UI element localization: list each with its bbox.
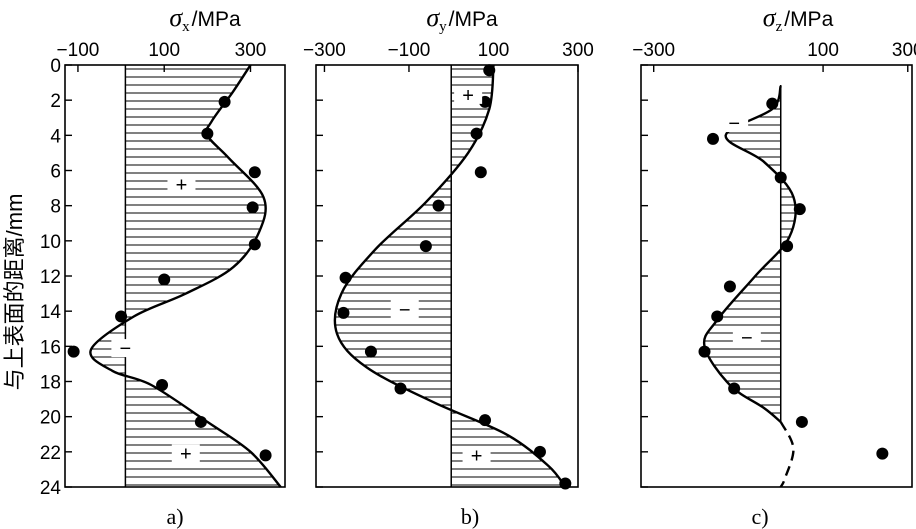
measured-point bbox=[337, 306, 350, 319]
measured-point bbox=[723, 280, 736, 293]
y-tick-label: 18 bbox=[40, 373, 61, 394]
measured-point bbox=[246, 201, 259, 214]
hatched-stress-area bbox=[704, 92, 796, 422]
measured-point bbox=[706, 132, 719, 145]
sign-label: − bbox=[399, 299, 411, 321]
x-tick-label: −100 bbox=[57, 40, 100, 61]
panel-label: c) bbox=[751, 504, 768, 529]
measured-point bbox=[474, 166, 487, 179]
measured-point bbox=[158, 273, 171, 286]
measured-point bbox=[394, 382, 407, 395]
panel-2: −300 −100 100 300 + − + σy/MPa b) bbox=[303, 3, 594, 529]
measured-point bbox=[533, 445, 546, 458]
y-axis-label: 与上表面的距离/mm bbox=[2, 194, 27, 391]
measured-point bbox=[115, 310, 128, 323]
measured-point bbox=[201, 127, 214, 140]
measured-point bbox=[728, 382, 741, 395]
measured-point bbox=[248, 238, 261, 251]
measured-point bbox=[559, 477, 572, 490]
panel-label: a) bbox=[166, 504, 183, 529]
sign-label-background bbox=[167, 175, 196, 194]
sign-label: + bbox=[176, 175, 188, 197]
panel-title: σx/MPa bbox=[169, 3, 241, 35]
measured-point bbox=[67, 345, 80, 358]
y-tick-label: 2 bbox=[50, 91, 61, 112]
x-tick-label: −100 bbox=[388, 40, 431, 61]
y-tick-label: 24 bbox=[40, 478, 62, 499]
plot-frame bbox=[640, 64, 913, 488]
fit-curve-dashed bbox=[779, 421, 795, 488]
hatched-stress-area bbox=[90, 68, 281, 486]
y-tick-label: 12 bbox=[40, 267, 61, 288]
y-tick-label: 8 bbox=[50, 197, 61, 218]
measured-point bbox=[795, 415, 808, 428]
measured-point bbox=[766, 97, 779, 110]
hatched-stress-area bbox=[334, 68, 566, 486]
x-tick-label: 100 bbox=[478, 40, 510, 61]
measured-point bbox=[483, 64, 496, 77]
x-tick-label: 300 bbox=[235, 40, 267, 61]
sign-label-background bbox=[732, 328, 761, 347]
panel-label: b) bbox=[461, 504, 479, 529]
sign-label-background bbox=[454, 85, 483, 104]
x-tick-label: −300 bbox=[632, 40, 675, 61]
sign-label-background bbox=[720, 114, 749, 133]
fit-curve bbox=[89, 64, 282, 488]
measured-point bbox=[774, 171, 787, 184]
y-tick-label: 22 bbox=[40, 443, 61, 464]
x-tick-label: 300 bbox=[892, 40, 916, 61]
sign-label: − bbox=[728, 113, 740, 135]
panel-1: −100 100 300024681012141618202224+−+σx/MPa… bbox=[40, 3, 286, 529]
y-tick-label: 10 bbox=[40, 232, 61, 253]
panel-title: σz/MPa bbox=[763, 3, 834, 35]
measured-point bbox=[156, 379, 169, 392]
sign-label: + bbox=[180, 444, 192, 466]
sign-label-background bbox=[390, 300, 419, 319]
measured-point bbox=[248, 166, 261, 179]
plot-frame bbox=[64, 64, 286, 488]
y-tick-label: 20 bbox=[40, 408, 61, 429]
measured-point bbox=[194, 415, 207, 428]
measured-point bbox=[218, 95, 231, 108]
sign-label: + bbox=[462, 85, 474, 107]
panels: −100 100 300024681012141618202224+−+σx/MPa… bbox=[40, 3, 916, 529]
sign-label-background bbox=[111, 339, 140, 358]
measured-point bbox=[698, 345, 711, 358]
plot-frame bbox=[315, 64, 579, 488]
measured-point bbox=[876, 447, 889, 460]
x-tick-label: 100 bbox=[807, 40, 839, 61]
sign-label-background bbox=[171, 444, 200, 463]
y-tick-label: 4 bbox=[50, 126, 61, 147]
panel-3: −300 100 300 − − σz/MPa c) bbox=[632, 3, 916, 529]
measured-point bbox=[432, 199, 445, 212]
measured-point bbox=[259, 449, 272, 462]
y-tick-label: 0 bbox=[50, 56, 61, 77]
measured-point bbox=[781, 240, 794, 253]
measured-point bbox=[711, 310, 724, 323]
y-tick-label: 6 bbox=[50, 162, 61, 183]
x-tick-label: 300 bbox=[562, 40, 594, 61]
panel-title: σy/MPa bbox=[426, 3, 498, 35]
measured-point bbox=[793, 203, 806, 216]
fit-curve bbox=[333, 64, 567, 488]
measured-point bbox=[479, 414, 492, 427]
y-tick-label: 16 bbox=[40, 337, 61, 358]
sign-label: + bbox=[471, 445, 483, 467]
x-tick-label: −300 bbox=[303, 40, 346, 61]
measured-point bbox=[419, 240, 432, 253]
measured-point bbox=[364, 345, 377, 358]
measured-point bbox=[339, 271, 352, 284]
sign-label: − bbox=[120, 338, 132, 360]
x-tick-label: 100 bbox=[148, 40, 180, 61]
sign-label-background bbox=[462, 446, 491, 465]
y-tick-label: 14 bbox=[40, 302, 62, 323]
measured-point bbox=[470, 127, 483, 140]
sign-label: − bbox=[741, 328, 753, 350]
